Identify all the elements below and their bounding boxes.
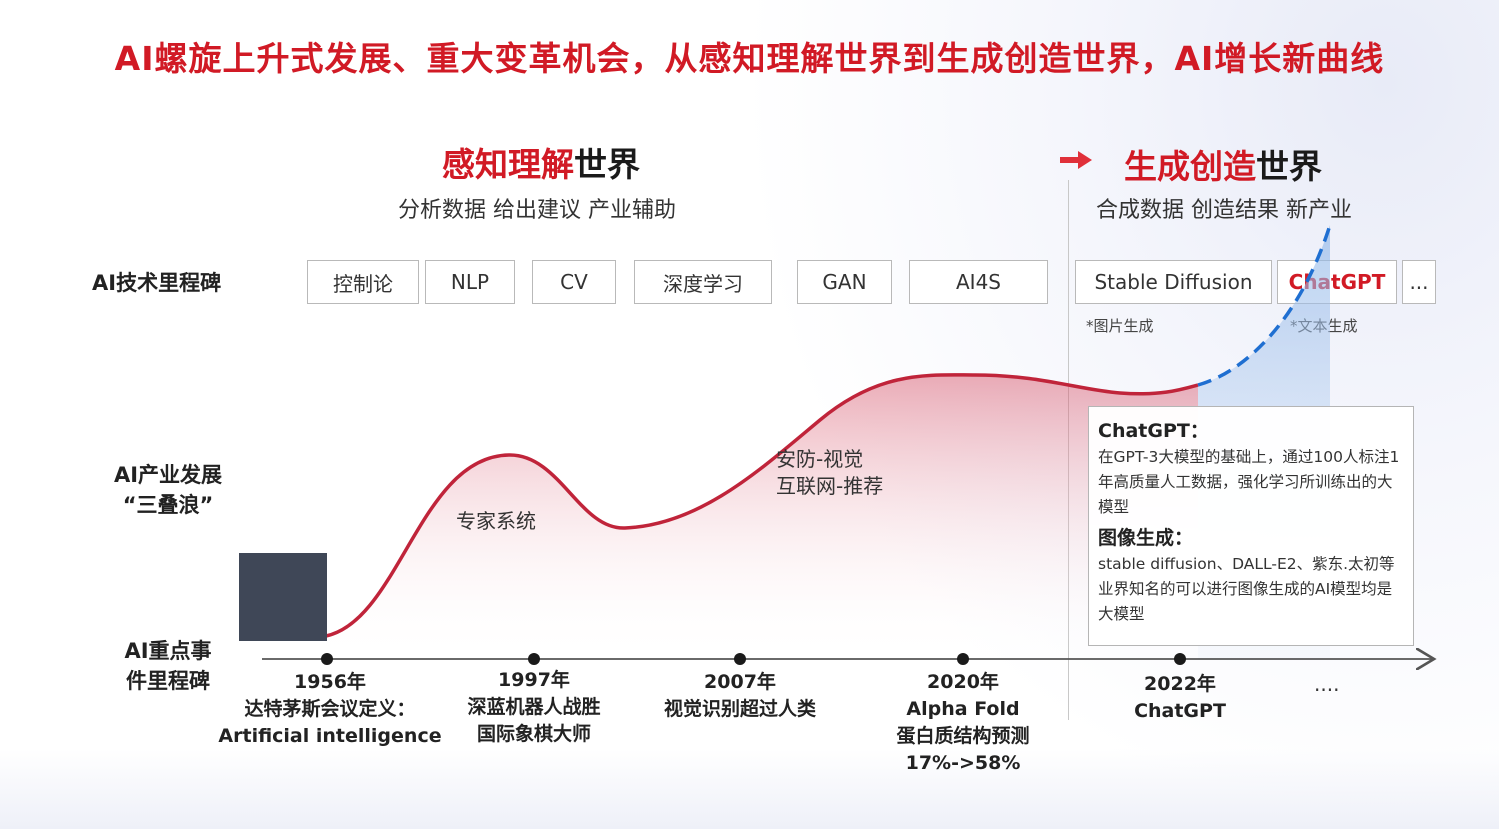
event-desc: 蛋白质结构预测 (896, 725, 1030, 747)
left-title-red-part: 感知理解 (442, 145, 574, 184)
event-2020: 2020年 Alpha Fold 蛋白质结构预测 17%->58% (873, 669, 1053, 777)
wave-label-expert-system: 专家系统 (456, 509, 536, 533)
right-section-subtitle: 合成数据 创造结果 新产业 (1096, 198, 1352, 223)
event-desc: 达特茅斯会议定义： (244, 698, 416, 720)
background-bottom-fade (0, 749, 1499, 829)
info-heading-image-gen: 图像生成： (1098, 527, 1194, 549)
tech-milestone-row-label: AI技术里程碑 (92, 271, 222, 295)
timeline-dot-1956 (321, 653, 333, 665)
milestone-gan: GAN (797, 260, 892, 304)
event-year: 1956年 (294, 671, 366, 693)
timeline-dot-1997 (528, 653, 540, 665)
event-desc: Alpha Fold (906, 698, 1020, 720)
generative-growth-dashed-curve (1197, 224, 1332, 387)
right-title-red-part: 生成创造 (1124, 147, 1256, 186)
milestone-ai4s: AI4S (909, 260, 1048, 304)
timeline-more-ellipsis: .... (1314, 672, 1340, 696)
wave-label-internet-recommend: 互联网-推荐 (776, 474, 884, 498)
timeline-dot-2007 (734, 653, 746, 665)
industry-label-line1: AI产业发展 (113, 463, 223, 487)
right-title-black-part: 世界 (1256, 147, 1322, 186)
milestone-cv: CV (532, 260, 616, 304)
left-title-black-part: 世界 (574, 145, 640, 184)
perception-growth-area (326, 374, 1198, 660)
event-desc: 17%->58% (905, 752, 1021, 774)
timeline-dot-2022 (1174, 653, 1186, 665)
event-2007: 2007年 视觉识别超过人类 (640, 669, 840, 723)
milestone-deep-learning: 深度学习 (634, 260, 772, 304)
event-label-line2: 件里程碑 (126, 669, 210, 693)
event-milestone-row-label: AI重点事 件里程碑 (112, 636, 224, 696)
stable-diffusion-note: *图片生成 (1086, 317, 1154, 335)
milestone-stable-diffusion: Stable Diffusion (1075, 260, 1272, 304)
timeline-dot-2020 (957, 653, 969, 665)
industry-wave-row-label: AI产业发展 “三叠浪” (100, 460, 236, 520)
event-desc: 国际象棋大师 (476, 723, 591, 745)
milestone-cybernetics: 控制论 (307, 260, 419, 304)
wave-label-security-vision: 安防-视觉 (776, 447, 864, 471)
event-year: 2020年 (927, 671, 999, 693)
page-title: AI螺旋上升式发展、重大变革机会，从感知理解世界到生成创造世界，AI增长新曲线 (114, 39, 1385, 78)
origin-dark-block (239, 553, 327, 641)
event-year: 2022年 (1144, 673, 1216, 695)
event-desc: ChatGPT (1134, 700, 1226, 722)
left-section-title: 感知理解世界 (442, 138, 640, 186)
info-heading-chatgpt: ChatGPT： (1098, 420, 1209, 442)
event-desc: 视觉识别超过人类 (663, 698, 816, 720)
event-1956: 1956年 达特茅斯会议定义： Artificial intelligence (215, 669, 445, 750)
milestone-nlp: NLP (425, 260, 515, 304)
generative-ai-info-box: ChatGPT： 在GPT-3大模型的基础上，通过100人标注1年高质量人工数据… (1088, 406, 1414, 646)
info-text-chatgpt: 在GPT-3大模型的基础上，通过100人标注1年高质量人工数据，强化学习所训练出… (1098, 448, 1400, 516)
event-year: 1997年 (498, 669, 570, 691)
wave-label-vision-recommend: 安防-视觉 互联网-推荐 (776, 446, 883, 500)
left-section-subtitle: 分析数据 给出建议 产业辅助 (398, 198, 676, 223)
event-2022: 2022年 ChatGPT (1110, 671, 1250, 725)
industry-label-line2: “三叠浪” (122, 493, 214, 517)
event-label-line1: AI重点事 (124, 639, 212, 663)
event-desc: Artificial intelligence (218, 725, 442, 747)
event-1997: 1997年 深蓝机器人战胜 国际象棋大师 (444, 667, 624, 748)
event-year: 2007年 (704, 671, 776, 693)
info-text-image-gen: stable diffusion、DALL-E2、紫东.太初等业界知名的可以进行… (1098, 555, 1395, 623)
event-desc: 深蓝机器人战胜 (467, 696, 601, 718)
right-section-title: 生成创造世界 (1124, 140, 1322, 188)
milestone-more: ... (1402, 260, 1436, 304)
arrow-right-icon (1060, 151, 1092, 169)
perception-growth-curve (325, 373, 1199, 638)
